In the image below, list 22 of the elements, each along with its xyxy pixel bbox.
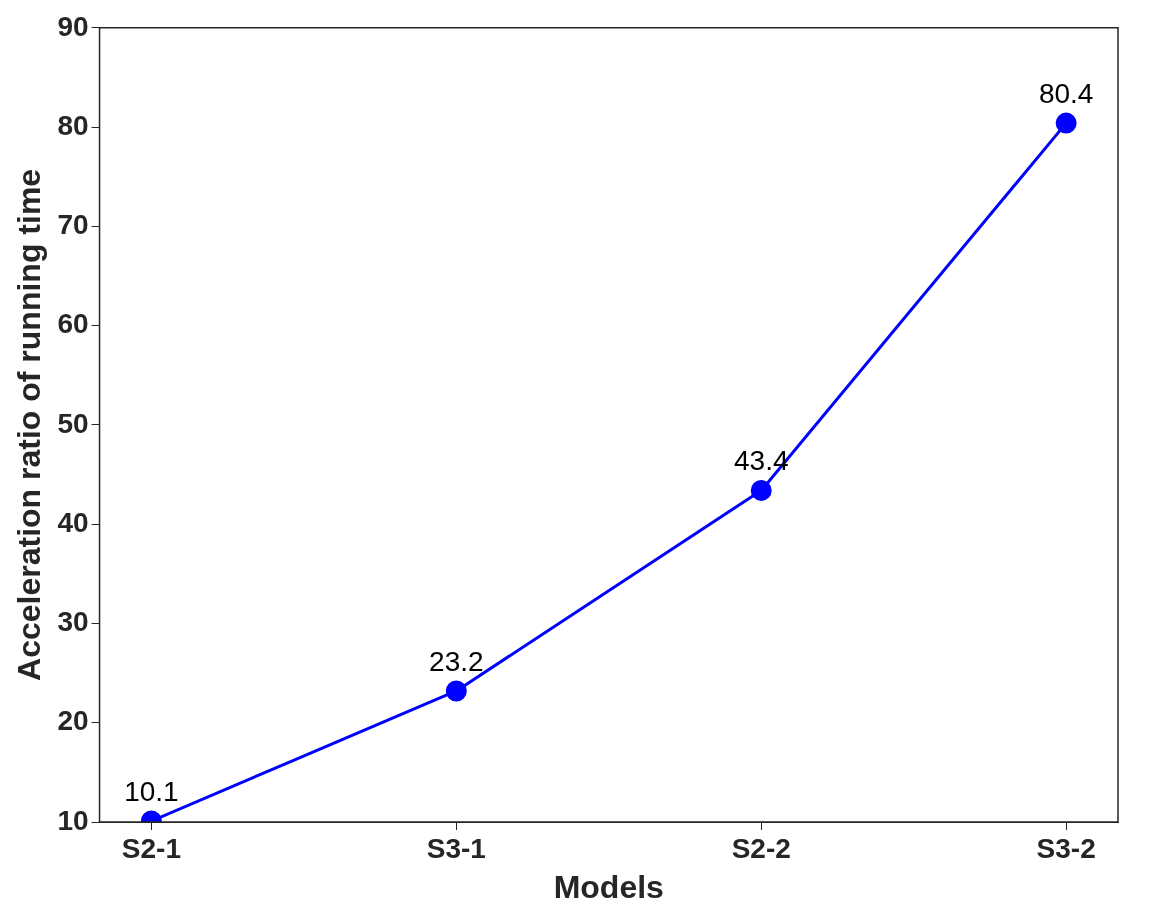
point (750, 479, 772, 501)
y-tick-label: 20 (57, 705, 89, 737)
x-axis-title: Models (553, 868, 664, 905)
data-label: 23.2 (429, 645, 484, 677)
point (445, 680, 467, 702)
y-tick-label: 90 (57, 10, 89, 42)
data-label: 43.4 (733, 445, 789, 477)
x-tick-label: S2-1 (121, 832, 181, 864)
y-tick-label: 40 (57, 506, 89, 538)
y-tick-label: 30 (57, 606, 89, 638)
y-tick-label: 80 (57, 109, 89, 141)
x-tick-label: S2-2 (731, 832, 791, 864)
y-tick-label: 70 (57, 209, 89, 241)
data-label: 80.4 (1038, 77, 1094, 109)
x-tick-label: S3-1 (426, 832, 486, 864)
point (1055, 112, 1077, 134)
data-label: 10.1 (124, 775, 179, 807)
y-tick-label: 10 (57, 804, 89, 836)
y-tick-label: 50 (57, 407, 89, 439)
y-tick-label: 60 (57, 308, 89, 340)
x-tick-label: S3-2 (1036, 832, 1096, 864)
y-axis-title: Acceleration ratio of running time (11, 168, 48, 681)
